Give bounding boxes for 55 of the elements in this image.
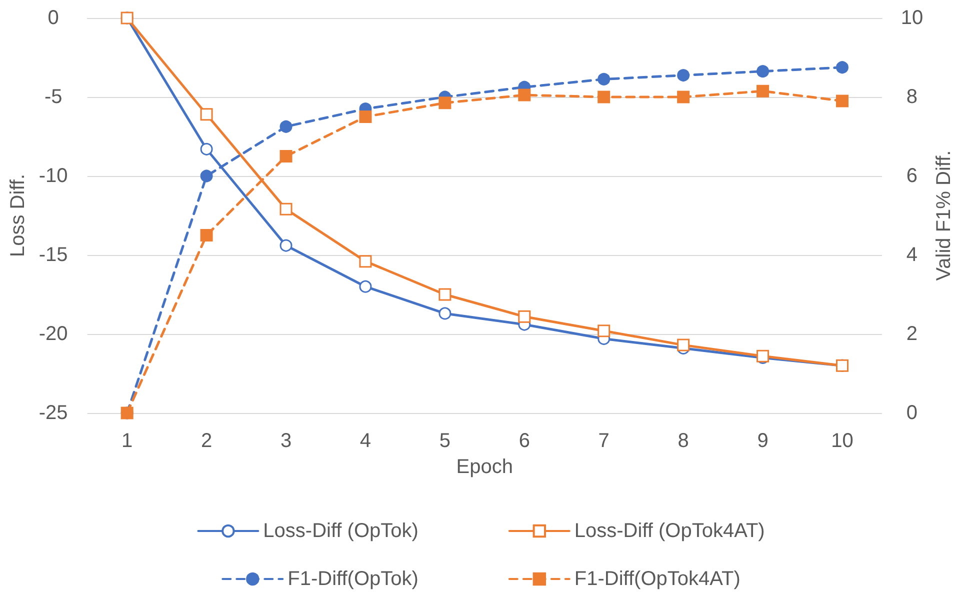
- y-tick-label: -20: [38, 323, 68, 345]
- x-axis-title: Epoch: [456, 456, 514, 478]
- point: [677, 338, 690, 352]
- point: [598, 90, 610, 104]
- legend-label: Loss-Diff (OpTok): [263, 520, 418, 542]
- point: [359, 255, 372, 268]
- x-tick-label: 4: [360, 430, 372, 452]
- x-tick-label: 5: [439, 430, 450, 452]
- point: [598, 72, 610, 86]
- x-tick-label: 9: [757, 430, 768, 452]
- point: [200, 229, 213, 242]
- point: [598, 324, 610, 338]
- x-tick-label: 6: [518, 430, 530, 452]
- point: [518, 310, 531, 323]
- y-tick-label: -15: [38, 244, 68, 266]
- point: [677, 69, 690, 82]
- y-tick-label: 0: [48, 7, 59, 29]
- point: [518, 88, 531, 102]
- y2-tick-label: 2: [906, 323, 918, 345]
- legend-label: F1-Diff(OpTok4AT): [574, 568, 740, 590]
- point: [438, 307, 452, 320]
- x-tick-label: 1: [122, 430, 133, 452]
- x-tick-label: 3: [280, 430, 292, 452]
- y2-tick-label: 6: [906, 165, 918, 187]
- y2-axis-title: Valid F1% Diff.: [933, 150, 955, 281]
- point: [438, 288, 452, 301]
- point: [280, 150, 292, 162]
- point: [359, 110, 372, 123]
- y2-tick-label: 8: [906, 86, 918, 108]
- legend-label: Loss-Diff (OpTok4AT): [574, 520, 765, 542]
- point: [359, 280, 372, 293]
- point: [280, 202, 292, 216]
- x-tick-label: 7: [598, 430, 610, 452]
- y2-tick-label: 10: [900, 7, 924, 29]
- point: [200, 108, 213, 121]
- y-axis-title: Loss Diff.: [7, 174, 29, 257]
- point: [677, 90, 690, 104]
- point: [756, 84, 770, 98]
- point: [438, 96, 452, 110]
- y2-tick-label: 4: [906, 244, 918, 266]
- point: [836, 61, 848, 74]
- point: [836, 94, 848, 108]
- x-tick-label: 10: [831, 430, 854, 452]
- x-tick-label: 2: [200, 430, 212, 452]
- y-tick-label: -25: [38, 402, 68, 424]
- y-tick-label: -10: [38, 165, 68, 187]
- y-tick-label: -5: [44, 86, 62, 108]
- point: [200, 142, 213, 156]
- y2-tick-label: 0: [906, 402, 918, 424]
- point: [280, 239, 292, 252]
- x-tick-label: 8: [678, 430, 689, 452]
- point: [280, 120, 292, 133]
- point: [200, 170, 213, 182]
- point: [756, 65, 770, 78]
- legend-label: F1-Diff(OpTok): [288, 568, 418, 590]
